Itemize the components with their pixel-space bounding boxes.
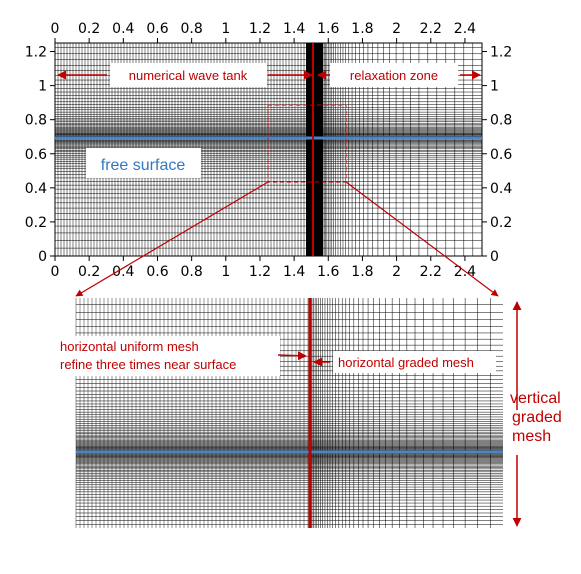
x-tick-label-top: 1 xyxy=(221,21,230,37)
x-tick-label-top: 0.4 xyxy=(112,21,134,37)
vertical-graded-label-3: mesh xyxy=(512,428,551,445)
relaxation-zone-label: relaxation zone xyxy=(350,68,438,83)
y-tick-label-left: 0.4 xyxy=(25,181,47,197)
horizontal-uniform-label-1: horizontal uniform mesh xyxy=(60,339,199,354)
x-tick-label-bottom: 1 xyxy=(221,264,230,280)
x-tick-label-top: 1.2 xyxy=(249,21,271,37)
x-tick-label-bottom: 2.2 xyxy=(420,264,442,280)
vertical-graded-label-2: graded xyxy=(512,409,562,426)
x-tick-label-bottom: 2 xyxy=(392,264,401,280)
horizontal-uniform-label-2: refine three times near surface xyxy=(60,357,236,372)
numerical-wave-tank-label: numerical wave tank xyxy=(129,68,248,83)
x-tick-label-bottom: 0 xyxy=(51,264,60,280)
top-annotations: numerical wave tank relaxation zone free… xyxy=(57,43,499,297)
y-tick-label-right: 0.8 xyxy=(490,113,512,129)
x-tick-label-bottom: 1.4 xyxy=(283,264,305,280)
y-tick-label-left: 1 xyxy=(38,79,47,95)
x-tick-label-bottom: 1.2 xyxy=(249,264,271,280)
zoom-connector-right xyxy=(345,181,499,297)
x-tick-label-bottom: 0.2 xyxy=(78,264,100,280)
bottom-vertical-grid-lines xyxy=(75,298,491,528)
y-tick-label-left: 0.8 xyxy=(25,113,47,129)
y-tick-label-left: 0.2 xyxy=(25,215,47,231)
free-surface-label-top: free surface xyxy=(101,157,186,174)
y-tick-label-left: 1.2 xyxy=(25,45,47,61)
top-plot-ticks: 000.20.20.40.40.60.60.80.8111.21.21.41.4… xyxy=(25,21,513,280)
y-tick-label-right: 0.6 xyxy=(490,147,512,163)
x-tick-label-bottom: 0.8 xyxy=(181,264,203,280)
x-tick-label-top: 0.8 xyxy=(181,21,203,37)
y-tick-label-left: 0 xyxy=(38,249,47,265)
wave-tank-label-box xyxy=(110,63,267,87)
zoom-region-box xyxy=(267,104,347,183)
horizontal-graded-label: horizontal graded mesh xyxy=(338,355,474,370)
y-tick-label-right: 0 xyxy=(490,249,499,265)
x-tick-label-top: 2.2 xyxy=(420,21,442,37)
y-tick-label-right: 1 xyxy=(490,79,499,95)
x-tick-label-bottom: 1.8 xyxy=(351,264,373,280)
zoom-connector-left xyxy=(75,181,269,297)
x-tick-label-top: 0.6 xyxy=(146,21,168,37)
y-tick-label-left: 0.6 xyxy=(25,147,47,163)
x-tick-label-top: 1.8 xyxy=(351,21,373,37)
y-tick-label-right: 0.2 xyxy=(490,215,512,231)
x-tick-label-bottom: 0.4 xyxy=(112,264,134,280)
graded-mesh-label-box xyxy=(333,351,496,373)
x-tick-label-top: 1.4 xyxy=(283,21,305,37)
y-tick-label-right: 1.2 xyxy=(490,45,512,61)
x-tick-label-bottom: 0.6 xyxy=(146,264,168,280)
free-surface-label-box xyxy=(86,148,201,178)
uniform-mesh-label-box xyxy=(56,336,280,376)
x-tick-label-bottom: 1.6 xyxy=(317,264,339,280)
bottom-zoom-plot xyxy=(75,298,503,528)
y-tick-label-right: 0.4 xyxy=(490,181,512,197)
bottom-annotations: horizontal uniform mesh refine three tim… xyxy=(56,301,562,527)
x-tick-label-top: 2.4 xyxy=(454,21,476,37)
vertical-graded-label-1: vertical xyxy=(510,390,561,407)
x-tick-label-top: 2 xyxy=(392,21,401,37)
uniform-mesh-arrow xyxy=(277,351,307,361)
dense-column-block xyxy=(306,43,323,256)
relaxation-label-box xyxy=(330,63,458,87)
x-tick-label-top: 0 xyxy=(51,21,60,37)
x-tick-label-top: 0.2 xyxy=(78,21,100,37)
x-tick-label-top: 1.6 xyxy=(317,21,339,37)
